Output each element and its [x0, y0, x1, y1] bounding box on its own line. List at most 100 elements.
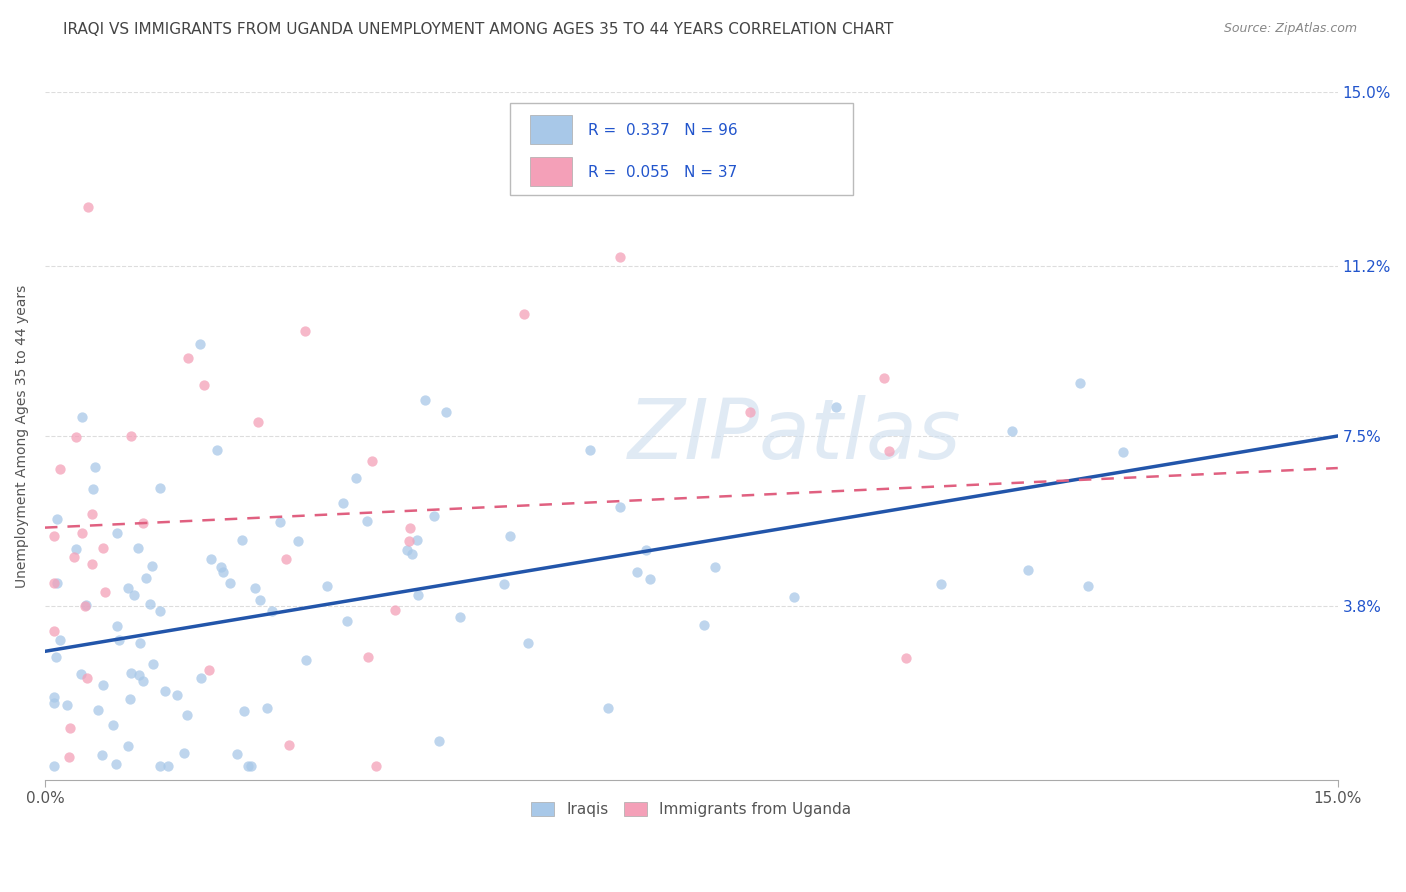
- Point: [59, 721, 82, 735]
- Point: [239, 759, 262, 773]
- Point: [295, 653, 318, 667]
- Point: [508, 177, 530, 191]
- Point: [138, 597, 160, 611]
- FancyBboxPatch shape: [530, 157, 572, 186]
- Point: [1017, 563, 1039, 577]
- Point: [427, 733, 450, 747]
- Point: [104, 756, 127, 771]
- Point: [360, 453, 382, 467]
- Point: [127, 541, 149, 556]
- Point: [42, 528, 65, 542]
- Point: [105, 619, 128, 633]
- Point: [91, 541, 114, 555]
- Point: [141, 558, 163, 573]
- Y-axis label: Unemployment Among Ages 35 to 44 years: Unemployment Among Ages 35 to 44 years: [15, 285, 30, 588]
- Point: [274, 552, 297, 566]
- Point: [896, 650, 918, 665]
- Point: [188, 337, 211, 351]
- Point: [1077, 578, 1099, 592]
- Point: [413, 393, 436, 408]
- Text: IRAQI VS IMMIGRANTS FROM UGANDA UNEMPLOYMENT AMONG AGES 35 TO 44 YEARS CORRELATI: IRAQI VS IMMIGRANTS FROM UGANDA UNEMPLOY…: [63, 22, 894, 37]
- Point: [70, 410, 93, 425]
- Point: [492, 577, 515, 591]
- Point: [246, 415, 269, 429]
- Point: [120, 429, 142, 443]
- Point: [108, 633, 131, 648]
- Point: [287, 534, 309, 549]
- Point: [609, 500, 631, 515]
- Point: [929, 577, 952, 591]
- Point: [200, 552, 222, 566]
- Point: [45, 511, 67, 525]
- Text: Source: ZipAtlas.com: Source: ZipAtlas.com: [1223, 22, 1357, 36]
- Point: [401, 547, 423, 561]
- Point: [692, 617, 714, 632]
- Point: [94, 585, 117, 599]
- Point: [356, 514, 378, 528]
- Point: [332, 496, 354, 510]
- Point: [1069, 376, 1091, 390]
- Point: [42, 576, 65, 591]
- Point: [336, 614, 359, 628]
- Point: [294, 324, 316, 338]
- Point: [449, 609, 471, 624]
- Point: [176, 707, 198, 722]
- Point: [128, 668, 150, 682]
- Point: [233, 704, 256, 718]
- Point: [56, 698, 79, 712]
- Point: [231, 533, 253, 547]
- Text: R =  0.337   N = 96: R = 0.337 N = 96: [588, 123, 738, 138]
- Point: [149, 604, 172, 618]
- Point: [398, 533, 420, 548]
- Point: [42, 759, 65, 773]
- Point: [49, 461, 72, 475]
- Text: R =  0.055   N = 37: R = 0.055 N = 37: [588, 165, 737, 180]
- Point: [422, 509, 444, 524]
- Point: [364, 759, 387, 773]
- Point: [46, 576, 69, 591]
- Point: [173, 747, 195, 761]
- Point: [879, 443, 901, 458]
- Point: [42, 624, 65, 638]
- Point: [197, 663, 219, 677]
- Point: [825, 401, 848, 415]
- Point: [218, 575, 240, 590]
- Point: [249, 592, 271, 607]
- Point: [398, 520, 420, 534]
- Point: [316, 579, 339, 593]
- Point: [278, 738, 301, 752]
- Point: [65, 430, 87, 444]
- Point: [142, 657, 165, 671]
- Point: [638, 572, 661, 586]
- Point: [225, 747, 247, 761]
- Point: [82, 482, 104, 496]
- Point: [236, 759, 259, 773]
- FancyBboxPatch shape: [510, 103, 853, 195]
- Point: [117, 582, 139, 596]
- Point: [82, 507, 104, 521]
- Point: [117, 739, 139, 753]
- Point: [65, 541, 87, 556]
- Point: [157, 759, 180, 773]
- Text: ZIPatlas: ZIPatlas: [628, 395, 962, 476]
- Point: [120, 692, 142, 706]
- Point: [45, 650, 67, 665]
- Point: [129, 636, 152, 650]
- Point: [193, 378, 215, 392]
- Point: [91, 747, 114, 762]
- Point: [135, 570, 157, 584]
- Point: [58, 749, 80, 764]
- Point: [84, 459, 107, 474]
- Point: [105, 525, 128, 540]
- Point: [269, 515, 291, 529]
- Point: [357, 649, 380, 664]
- Point: [626, 566, 648, 580]
- Point: [149, 481, 172, 495]
- Point: [634, 542, 657, 557]
- Point: [243, 581, 266, 595]
- Point: [177, 351, 200, 366]
- Point: [873, 370, 896, 384]
- Point: [166, 688, 188, 702]
- Legend: Iraqis, Immigrants from Uganda: Iraqis, Immigrants from Uganda: [526, 797, 858, 823]
- Point: [256, 701, 278, 715]
